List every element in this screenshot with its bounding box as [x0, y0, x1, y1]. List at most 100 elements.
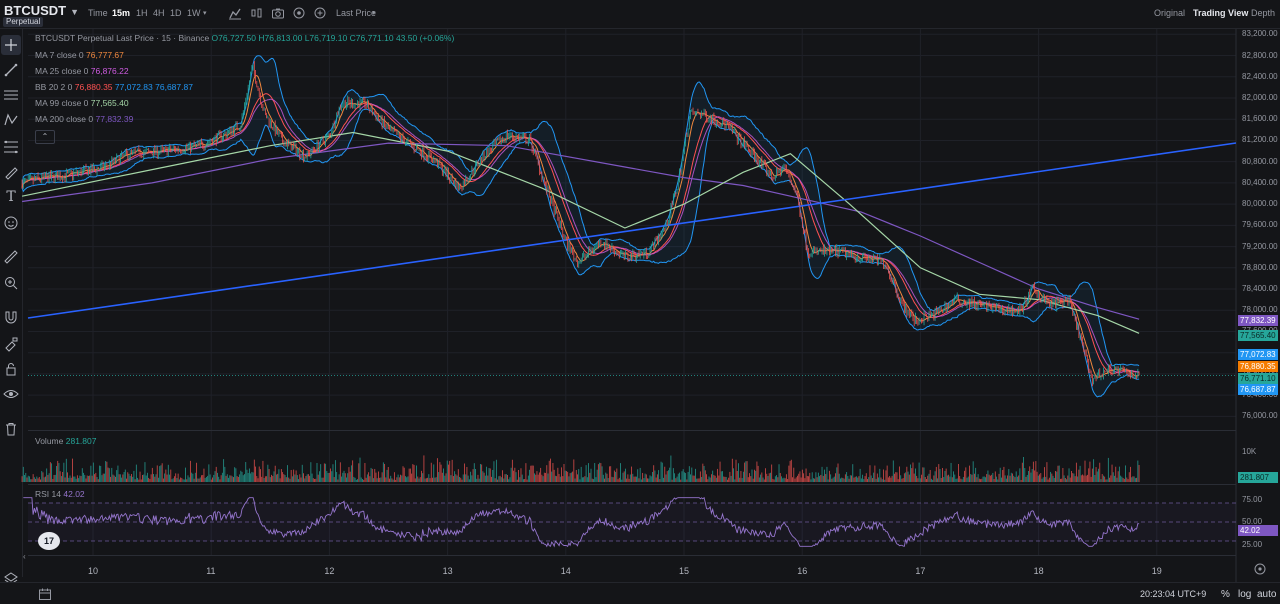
legend-bb-label: BB 20 2 0: [35, 82, 73, 92]
legend-bb-basis: 76,880.35: [74, 82, 113, 92]
volume-value: 281.807: [65, 436, 97, 446]
view-trading-view[interactable]: Trading View: [1193, 8, 1249, 18]
rsi-tag: 42.02: [1238, 525, 1278, 536]
interval-4h[interactable]: 4H: [153, 8, 165, 18]
price-axis-label: 81,600.00: [1242, 114, 1278, 124]
legend-ma200-value: 77,832.39: [95, 114, 134, 124]
price-tag: 77,832.39: [1238, 315, 1278, 326]
bottom-bar: 20:23:04 UTC+9 % log auto: [0, 582, 1280, 604]
emoji-icon[interactable]: [1, 213, 21, 233]
crosshair-icon[interactable]: [1, 35, 21, 55]
percent-toggle[interactable]: %: [1221, 589, 1230, 600]
eye-icon[interactable]: [1, 384, 21, 404]
axis-settings-icon[interactable]: [1253, 562, 1267, 576]
lock-icon[interactable]: [1, 359, 21, 379]
price-axis-label: 78,800.00: [1242, 262, 1278, 272]
interval-1d[interactable]: 1D: [170, 8, 182, 18]
interval-1w[interactable]: 1W: [187, 8, 201, 18]
fib-icon[interactable]: [1, 137, 21, 157]
time-label[interactable]: Time: [88, 8, 108, 18]
date-axis-label: 19: [1151, 566, 1162, 576]
legend-ma7-value: 76,777.67: [86, 50, 124, 60]
ma99-line: [21, 131, 1140, 334]
log-toggle[interactable]: log: [1238, 589, 1252, 600]
scroll-left-icon[interactable]: ‹: [23, 552, 26, 561]
legend-change: 43.50 (+0.06%): [395, 33, 455, 43]
interval-15m[interactable]: 15m: [112, 8, 131, 18]
camera-icon[interactable]: [271, 6, 285, 20]
date-axis-label: 15: [679, 566, 690, 576]
rsi-level-50: 50.00: [1242, 517, 1263, 526]
legend-ma200-label: MA 200 close 0: [35, 114, 94, 124]
legend-ma25-label: MA 25 close 0: [35, 66, 89, 76]
magnet-icon[interactable]: [1, 307, 21, 327]
price-axis-label: 78,000.00: [1242, 305, 1278, 315]
price-type-selector[interactable]: Last Price: [336, 8, 377, 18]
volume-legend: Volume 281.807: [35, 436, 96, 446]
clock-display[interactable]: 20:23:04 UTC+9: [1140, 589, 1207, 599]
perpetual-badge: Perpetual: [3, 17, 44, 27]
date-axis-label: 18: [1033, 566, 1044, 576]
legend-ma99-label: MA 99 close 0: [35, 98, 89, 108]
view-depth[interactable]: Depth: [1251, 8, 1276, 18]
date-axis-label: 16: [797, 566, 808, 576]
zoom-in-icon[interactable]: [1, 273, 21, 293]
price-tag: 76,880.35: [1238, 361, 1278, 372]
price-tag: 76,687.87: [1238, 384, 1278, 395]
settings-icon[interactable]: [292, 6, 306, 20]
rsi-panel-separator: [28, 484, 1236, 485]
calendar-icon[interactable]: [38, 587, 52, 601]
view-original[interactable]: Original: [1154, 8, 1186, 18]
price-tag: 77,072.83: [1238, 349, 1278, 360]
auto-toggle[interactable]: auto: [1257, 589, 1277, 600]
price-axis-label: 83,200.00: [1242, 29, 1278, 39]
horizontal-lines-icon[interactable]: [1, 85, 21, 105]
indicators-icon[interactable]: [250, 6, 264, 20]
pattern-icon[interactable]: [1, 110, 21, 130]
rsi-line: [23, 496, 1140, 548]
trash-icon[interactable]: [1, 419, 21, 439]
interval-more-icon[interactable]: ▾: [203, 10, 207, 17]
legend-low: L76,719.10: [304, 33, 348, 43]
symbol-selector[interactable]: BTCUSDT ▼: [4, 3, 79, 18]
date-axis-label: 13: [442, 566, 453, 576]
price-axis-label: 81,200.00: [1242, 135, 1278, 145]
legend-bb-lower: 76,687.87: [155, 82, 193, 92]
legend-close: C76,771.10: [349, 33, 394, 43]
legend-ma99-value: 77,565.40: [90, 98, 129, 108]
ruler-icon[interactable]: [1, 247, 21, 267]
bollinger-basis-line: [21, 93, 1140, 375]
price-tag: 76,771.10: [1238, 373, 1278, 384]
tradingview-logo: 17: [38, 532, 60, 550]
add-icon[interactable]: [313, 6, 327, 20]
date-axis-label: 11: [206, 566, 216, 576]
volume-axis-label: 10K: [1242, 447, 1257, 456]
legend-ma7[interactable]: MA 7 close 0 76,777.67: [35, 50, 124, 60]
interval-1h[interactable]: 1H: [136, 8, 148, 18]
legend-ma25-value: 76,876.22: [90, 66, 129, 76]
legend-bb[interactable]: BB 20 2 0 76,880.35 77,072.83 76,687.87: [35, 82, 193, 92]
rsi-level-75: 75.00: [1242, 495, 1263, 504]
chevron-down-icon: ▼: [70, 7, 80, 17]
price-axis-label: 82,400.00: [1242, 71, 1278, 81]
lock-drawing-icon[interactable]: [1, 334, 21, 354]
date-axis-label: 12: [324, 566, 335, 576]
chart-type-icon[interactable]: [228, 6, 242, 20]
brush-icon[interactable]: [1, 162, 21, 182]
rsi-label: RSI 14: [35, 489, 61, 499]
legend-collapse-button[interactable]: ⌃: [35, 130, 55, 144]
legend-ma99[interactable]: MA 99 close 0 77,565.40: [35, 98, 129, 108]
legend-ma200[interactable]: MA 200 close 0 77,832.39: [35, 114, 133, 124]
trend-line-icon[interactable]: [1, 60, 21, 80]
date-axis-label: 17: [915, 566, 926, 576]
legend-ma25[interactable]: MA 25 close 0 76,876.22: [35, 66, 129, 76]
price-axis-label: 82,800.00: [1242, 50, 1278, 60]
volume-tag: 281.807: [1238, 472, 1278, 483]
text-icon[interactable]: T: [6, 189, 16, 205]
legend-title: BTCUSDT Perpetual Last Price · 15 · Bina…: [35, 33, 210, 43]
price-axis-label: 79,200.00: [1242, 241, 1278, 251]
top-toolbar: BTCUSDT ▼ Perpetual Time 15m 1H 4H 1D 1W …: [0, 0, 1280, 29]
symbol-name: BTCUSDT: [4, 3, 67, 18]
ma200-line: [22, 142, 1140, 320]
ma25-line: [21, 98, 1140, 374]
